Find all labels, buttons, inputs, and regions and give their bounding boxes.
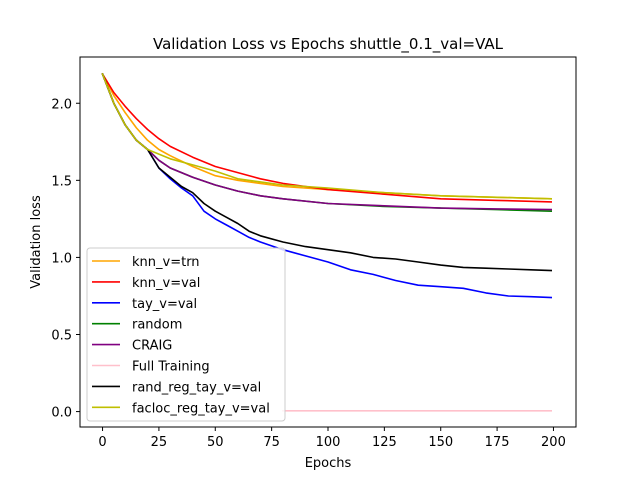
series-line-6 (101, 72, 553, 272)
y-tick-label: 2.0 (51, 97, 72, 112)
legend-box (86, 247, 286, 422)
x-tick-label: 200 (541, 435, 566, 450)
x-tick-label: 0 (98, 435, 106, 450)
x-tick-label: 75 (263, 435, 280, 450)
series-line-3 (101, 72, 553, 213)
x-axis-ticks: 0 25 50 75 100 125 150 175 200 (98, 427, 566, 450)
series-line-7 (101, 72, 553, 200)
series-line-0 (101, 72, 553, 200)
legend-label-5: Full Training (132, 360, 210, 375)
x-tick-label: 50 (207, 435, 224, 450)
x-axis-title: Epochs (305, 456, 352, 471)
y-axis-title: Validation loss (29, 195, 44, 289)
chart-title: Validation Loss vs Epochs shuttle_0.1_va… (153, 35, 504, 54)
x-tick-label: 25 (151, 435, 168, 450)
x-tick-label: 150 (428, 435, 453, 450)
legend-label-7: facloc_reg_tay_v=val (132, 401, 270, 416)
legend-label-3: random (132, 318, 182, 333)
y-tick-label: 1.0 (51, 251, 72, 266)
legend-label-2: tay_v=val (132, 297, 197, 312)
legend-label-4: CRAIG (132, 339, 172, 354)
y-axis-ticks: 0.0 0.5 1.0 1.5 2.0 (51, 97, 80, 421)
legend-label-0: knn_v=trn (132, 255, 200, 270)
y-tick-label: 0.5 (51, 329, 72, 344)
legend-label-6: rand_reg_tay_v=val (132, 380, 261, 395)
x-tick-label: 125 (372, 435, 397, 450)
x-tick-label: 175 (485, 435, 510, 450)
y-tick-label: 1.5 (51, 174, 72, 189)
series-line-1 (101, 72, 553, 203)
y-tick-label: 0.0 (51, 406, 72, 421)
series-lines (101, 72, 553, 412)
legend-label-1: knn_v=val (132, 276, 200, 291)
x-tick-label: 100 (316, 435, 341, 450)
